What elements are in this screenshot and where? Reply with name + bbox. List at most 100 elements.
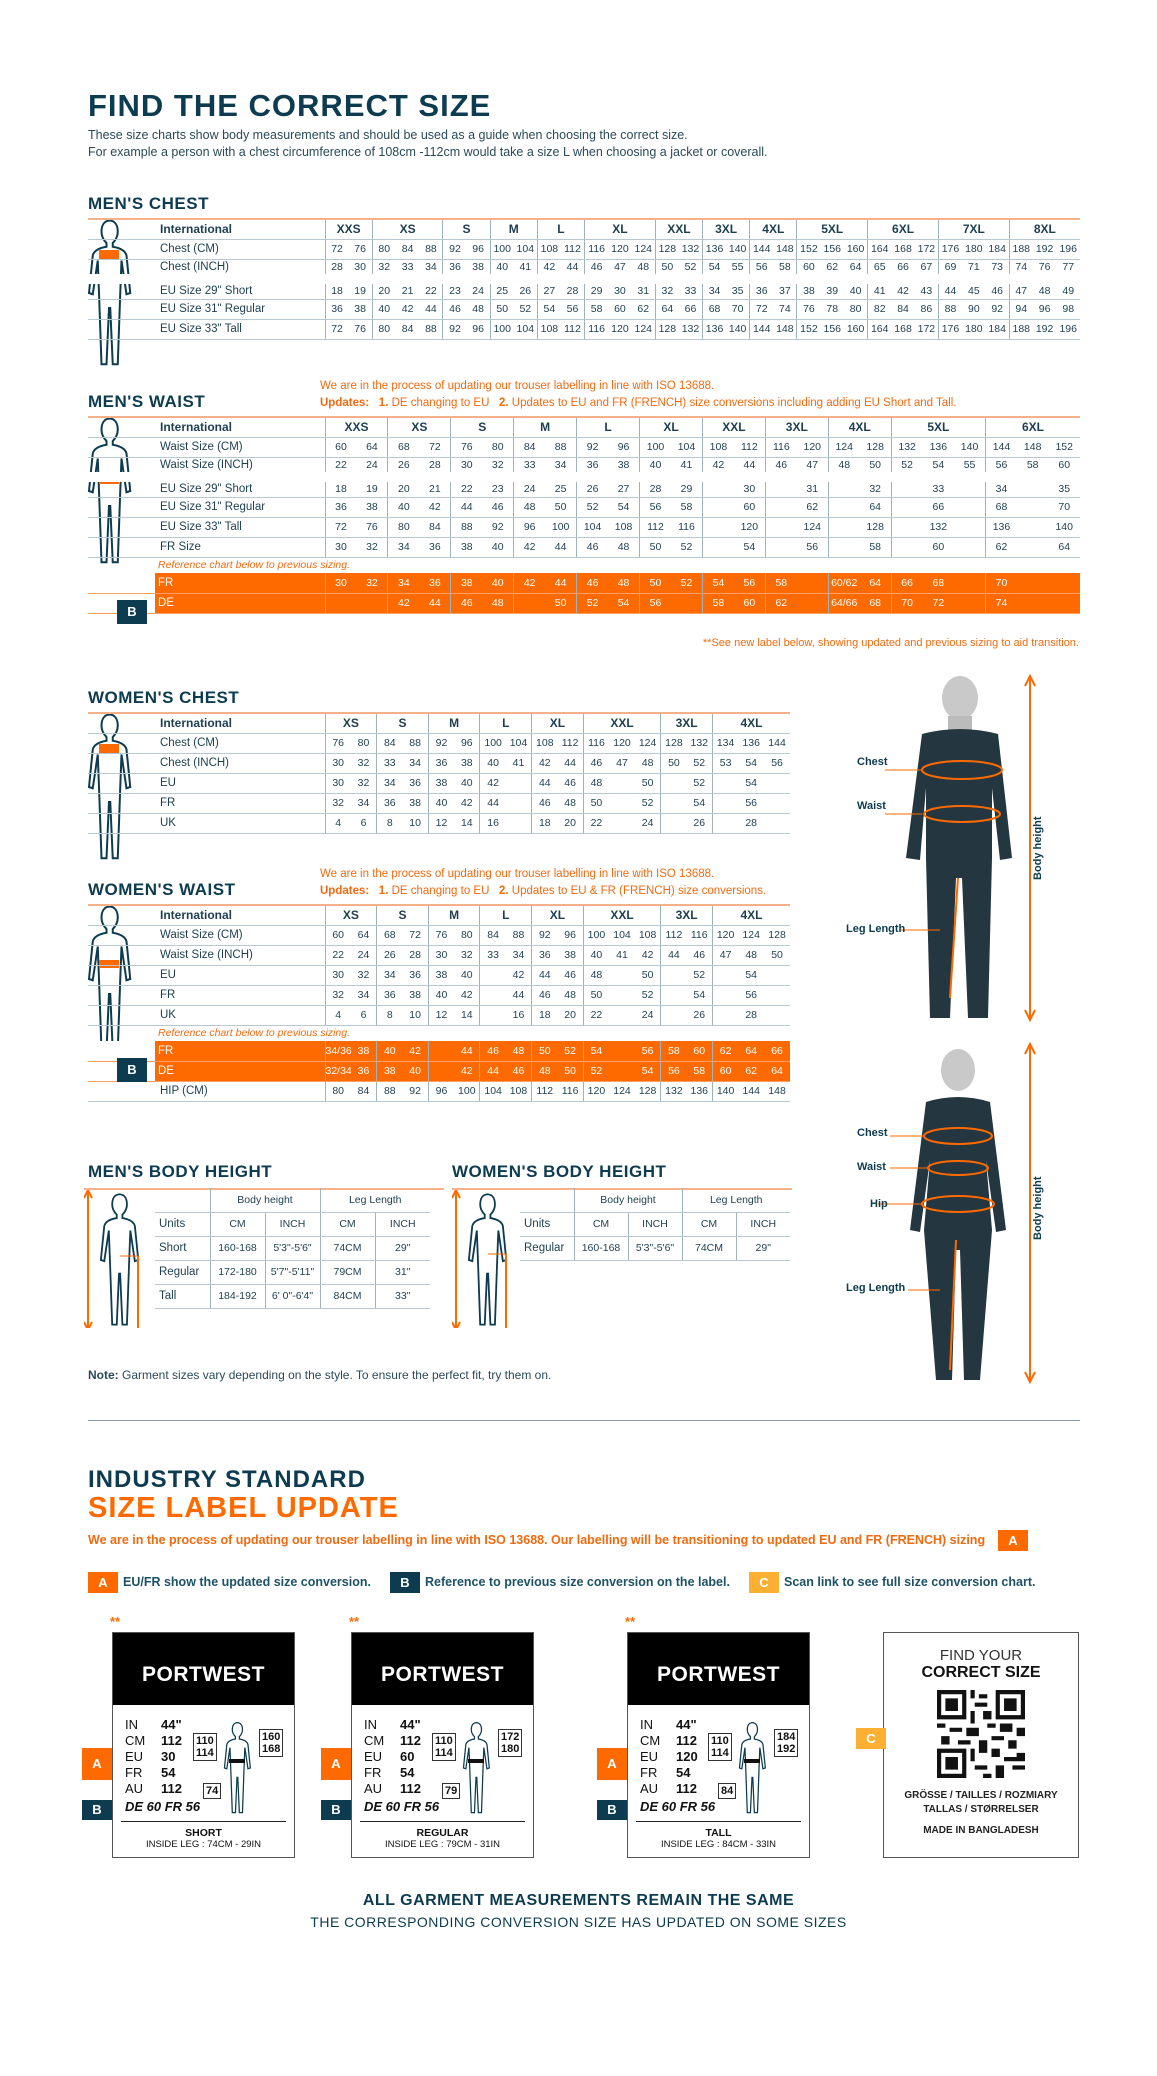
table-cell: 80 <box>454 925 480 946</box>
table-cell: 128 <box>764 925 790 946</box>
table-cell: 52 <box>634 793 661 814</box>
table-cell <box>954 593 986 614</box>
table-cell: 28 <box>738 1005 765 1026</box>
column-group-row: Body height Leg Length <box>155 1188 430 1213</box>
table-cell <box>764 813 790 834</box>
table-cell: 54 <box>702 259 727 280</box>
table-cell: 168 <box>891 319 915 340</box>
table-cell <box>1016 497 1049 518</box>
table-cell: 176 <box>937 319 963 340</box>
table-cell: 56 <box>634 1041 661 1062</box>
table-cell: 22 <box>419 274 443 300</box>
table-cell: 116 <box>584 239 609 260</box>
table-cell: 4 <box>324 813 351 834</box>
measurement-row: AU 112 <box>364 1781 421 1797</box>
table-cell: 44 <box>419 593 451 614</box>
intro-line-2: For example a person with a chest circum… <box>88 145 768 159</box>
table-cell: 47 <box>608 259 632 280</box>
garment-note-label: Note: <box>88 1368 119 1382</box>
table-cell: 38 <box>466 259 491 280</box>
table-cell: 53 <box>711 753 739 774</box>
table-cell: 32 <box>859 472 892 498</box>
table-cell: 72 <box>749 299 774 320</box>
table-row: EU Size 31" Regular 36 38 40 42 44 46 48 50 52 54 5… <box>88 497 1080 518</box>
table-cell: 82 <box>867 299 892 320</box>
badge-b: B <box>321 1800 351 1820</box>
table-cell: 34 <box>702 274 727 300</box>
measurement-unit: EU <box>364 1749 383 1764</box>
badge-b: B <box>390 1572 420 1593</box>
table-cell: 42 <box>513 573 546 594</box>
table-cell: 80 <box>350 733 377 754</box>
size-group: XXL <box>701 417 766 438</box>
measurement-value: 112 <box>400 1733 421 1748</box>
table-cell: 20 <box>371 274 396 300</box>
table-cell: 36 <box>442 259 467 280</box>
table-cell: 36 <box>324 299 349 320</box>
measurement-row: CM 112 <box>364 1733 421 1749</box>
table-cell: 48 <box>557 985 584 1006</box>
table-cell: 44 <box>733 457 766 478</box>
table-cell: 184 <box>985 319 1010 340</box>
table-cell: 148 <box>1016 437 1049 458</box>
table-cell <box>796 573 829 594</box>
table-cell: 28 <box>402 945 429 966</box>
table-cell: 55 <box>726 259 750 280</box>
table-cell: 100 <box>454 1081 480 1102</box>
row-label: Units <box>520 1212 574 1237</box>
table-cell: 32 <box>350 753 377 774</box>
table-cell: 5'3"-5'6" <box>627 1236 682 1261</box>
table-cell: 34 <box>545 457 577 478</box>
fit-name: TALL <box>705 1827 732 1839</box>
table-cell: 100 <box>545 517 577 538</box>
table-cell <box>324 593 357 614</box>
table-cell <box>711 985 739 1006</box>
table-cell: 70 <box>726 299 750 320</box>
card-mark: ** <box>349 1614 360 1629</box>
table-cell: 66 <box>678 299 703 320</box>
table-cell: 108 <box>634 925 661 946</box>
measurement-value: 54 <box>676 1765 691 1780</box>
table-cell: 54 <box>738 773 765 794</box>
table-cell: 52 <box>634 985 661 1006</box>
table-cell <box>1016 517 1049 538</box>
row-label: FR <box>88 793 325 814</box>
table-cell: 32 <box>350 773 377 794</box>
table-cell: 124 <box>609 1081 635 1102</box>
table-cell: 42 <box>891 274 915 300</box>
table-cell <box>827 497 860 518</box>
table-cell: 44 <box>479 1061 506 1082</box>
table-cell: 41 <box>505 753 532 774</box>
table-cell: 108 <box>536 239 561 260</box>
table-cell: 128 <box>859 517 892 538</box>
table-cell: 12 <box>427 813 455 834</box>
qr-code-icon[interactable] <box>937 1690 1025 1778</box>
table-cell: 62 <box>985 537 1017 558</box>
table-cell: 46 <box>531 985 558 1006</box>
table-cell <box>701 537 734 558</box>
measurement-unit: CM <box>364 1733 385 1748</box>
table-cell: 172 <box>914 319 939 340</box>
leg-box: 74 <box>203 1783 222 1799</box>
table-cell: 29" <box>735 1236 790 1261</box>
measurement-value: 30 <box>161 1749 176 1764</box>
table-cell: 10 <box>402 1005 429 1026</box>
table-cell: 62 <box>764 593 797 614</box>
table-cell: 52 <box>686 773 713 794</box>
table-cell <box>609 813 635 834</box>
table-cell: 116 <box>584 319 609 340</box>
table-cell <box>660 1005 687 1026</box>
table-cell: 58 <box>660 1041 687 1062</box>
table-cell: 96 <box>427 1081 455 1102</box>
table-cell: 60 <box>711 1061 739 1082</box>
previous-sizes: DE 60 FR 56 <box>640 1799 716 1814</box>
table-cell: 48 <box>505 1041 532 1062</box>
measurement-unit: IN <box>125 1717 138 1732</box>
table-cell: 44 <box>557 753 584 774</box>
label-measurements: IN 44" CM 112 EU 120 FR 54 AU 112 <box>640 1717 698 1797</box>
table-cell: 48 <box>608 537 640 558</box>
table-cell: 44 <box>505 985 532 1006</box>
label-chest: Chest <box>857 756 888 768</box>
table-cell: 62 <box>631 299 656 320</box>
table-cell: 124 <box>634 733 661 754</box>
